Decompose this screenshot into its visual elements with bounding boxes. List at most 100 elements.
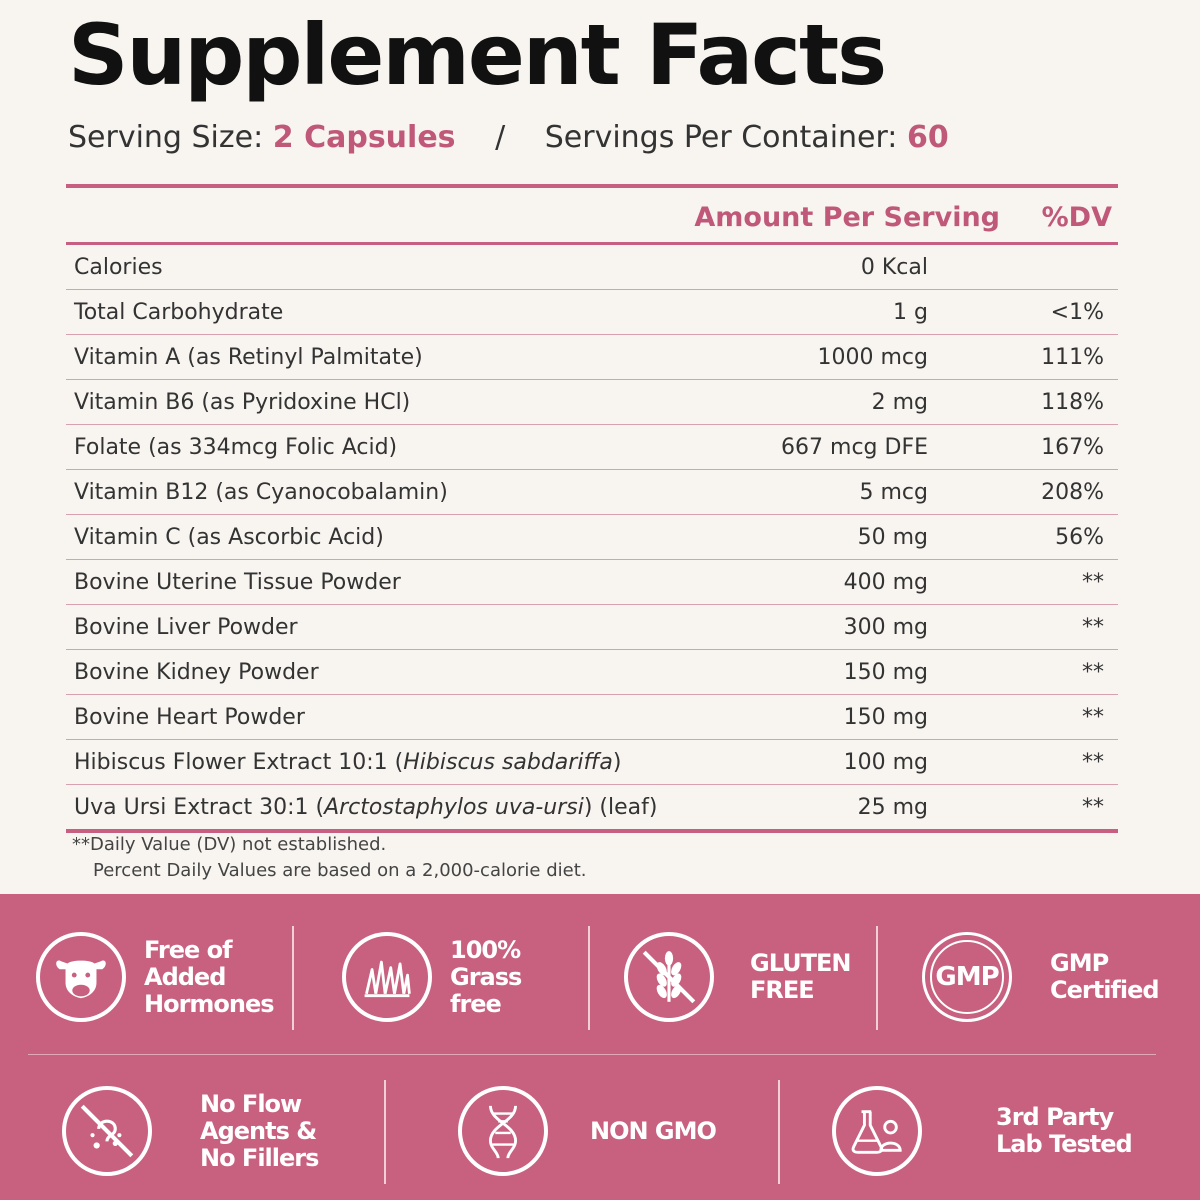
- ingredient-amount: 100 mg: [843, 750, 928, 775]
- ingredient-name-text: Hibiscus Flower Extract 10:1 (: [74, 750, 404, 775]
- ingredient-name: Hibiscus Flower Extract 10:1 (Hibiscus s…: [74, 750, 621, 775]
- ingredient-name: Vitamin C (as Ascorbic Acid): [74, 525, 384, 550]
- ingredient-name: Total Carbohydrate: [74, 300, 283, 325]
- badge-lab-tested: 3rd Party Lab Tested: [832, 1086, 1133, 1176]
- ingredient-name-text: Vitamin A (as Retinyl Palmitate): [74, 345, 423, 370]
- ingredient-dv: 208%: [1041, 480, 1104, 505]
- ingredient-name-text: Uva Ursi Extract 30:1 (: [74, 795, 325, 820]
- ingredient-name: Calories: [74, 255, 163, 280]
- badge-no-flow-agents: No Flow Agents & No Fillers: [62, 1086, 319, 1176]
- no-fillers-icon: [62, 1086, 152, 1176]
- badge-label: GLUTEN FREE: [750, 949, 851, 1004]
- serving-separator: /: [495, 120, 506, 155]
- ingredient-name-tail: ): [612, 750, 622, 775]
- ingredient-name-text: Vitamin C (as Ascorbic Acid): [74, 525, 384, 550]
- ingredient-name: Bovine Liver Powder: [74, 615, 298, 640]
- table-row: Vitamin A (as Retinyl Palmitate) 1000 mcg…: [66, 335, 1118, 380]
- footnote-dv-not-established: **Daily Value (DV) not established.: [72, 834, 387, 855]
- band-divider: [778, 1080, 780, 1184]
- table-row: Bovine Heart Powder 150 mg **: [66, 695, 1118, 740]
- table-row: Bovine Kidney Powder 150 mg **: [66, 650, 1118, 695]
- band-divider-horizontal: [28, 1054, 1156, 1055]
- ingredient-name: Folate (as 334mcg Folic Acid): [74, 435, 397, 460]
- badge-free-of-added-hormones: Free of Added Hormones: [36, 932, 275, 1022]
- ingredient-name-tail: ) (leaf): [583, 795, 658, 820]
- ingredient-amount: 300 mg: [843, 615, 928, 640]
- badge-gluten-free: GLUTEN FREE: [624, 932, 851, 1022]
- footnote: **Daily Value (DV) not established. Perc…: [72, 832, 586, 884]
- ingredient-dv: 118%: [1041, 390, 1104, 415]
- ingredient-amount: 5 mcg: [859, 480, 928, 505]
- footnote-calorie-diet: Percent Daily Values are based on a 2,00…: [93, 860, 587, 881]
- ingredient-amount: 25 mg: [857, 795, 928, 820]
- badge-label: GMP Certified: [1050, 949, 1160, 1004]
- badge-gmp-certified: GMP GMP Certified: [922, 932, 1160, 1022]
- servings-per-container-value: 60: [906, 120, 949, 155]
- ingredient-amount: 667 mcg DFE: [781, 435, 928, 460]
- ingredient-dv: **: [1082, 795, 1104, 820]
- cow-icon: [36, 932, 126, 1022]
- ingredient-amount: 1000 mcg: [817, 345, 928, 370]
- ingredient-amount: 1 g: [893, 300, 928, 325]
- ingredient-dv: 111%: [1041, 345, 1104, 370]
- band-divider: [384, 1080, 386, 1184]
- features-band: Free of Added Hormones 100% Grass free: [0, 894, 1200, 1200]
- ingredient-dv: 167%: [1041, 435, 1104, 460]
- ingredient-name-text: Bovine Uterine Tissue Powder: [74, 570, 401, 595]
- ingredient-name-text: Bovine Heart Powder: [74, 705, 305, 730]
- badge-label: 3rd Party Lab Tested: [996, 1103, 1133, 1158]
- ingredient-amount: 2 mg: [871, 390, 928, 415]
- badge-label: 100% Grass free: [450, 935, 522, 1018]
- servings-per-container-label: Servings Per Container:: [544, 120, 898, 155]
- band-divider: [292, 926, 294, 1030]
- serving-size-value: 2 Capsules: [272, 120, 456, 155]
- ingredient-name-text: Bovine Kidney Powder: [74, 660, 319, 685]
- ingredient-name-text: Calories: [74, 255, 163, 280]
- gmp-icon-text: GMP: [935, 962, 999, 992]
- badge-grass: 100% Grass free: [342, 932, 522, 1022]
- gmp-icon: GMP: [922, 932, 1012, 1022]
- table-row: Uva Ursi Extract 30:1 (Arctostaphylos uv…: [66, 785, 1118, 833]
- grass-icon: [342, 932, 432, 1022]
- ingredient-dv: **: [1082, 660, 1104, 685]
- lab-test-icon: [832, 1086, 922, 1176]
- ingredient-name: Vitamin B6 (as Pyridoxine HCl): [74, 390, 410, 415]
- ingredient-name: Uva Ursi Extract 30:1 (Arctostaphylos uv…: [74, 795, 657, 820]
- ingredient-latin-name: Arctostaphylos uva-ursi: [324, 795, 584, 820]
- serving-size-label: Serving Size:: [68, 120, 264, 155]
- table-row: Bovine Uterine Tissue Powder 400 mg **: [66, 560, 1118, 605]
- ingredient-name-text: Total Carbohydrate: [74, 300, 284, 325]
- table-row: Vitamin B6 (as Pyridoxine HCl) 2 mg 118%: [66, 380, 1118, 425]
- band-divider: [588, 926, 590, 1030]
- badge-label: Free of Added Hormones: [144, 935, 275, 1018]
- ingredient-dv: **: [1082, 570, 1104, 595]
- badge-non-gmo: NON GMO: [458, 1086, 717, 1176]
- table-row: Folate (as 334mcg Folic Acid) 667 mcg DFE…: [66, 425, 1118, 470]
- ingredient-dv: 56%: [1055, 525, 1104, 550]
- band-divider: [876, 926, 878, 1030]
- table-row: Vitamin C (as Ascorbic Acid) 50 mg 56%: [66, 515, 1118, 560]
- ingredient-amount: 0 Kcal: [860, 255, 928, 280]
- table-header: Amount Per Serving %DV: [66, 188, 1118, 245]
- ingredient-name-text: Vitamin B12 (as Cyanocobalamin): [74, 480, 448, 505]
- ingredient-name: Bovine Kidney Powder: [74, 660, 319, 685]
- badge-label: No Flow Agents & No Fillers: [200, 1089, 319, 1172]
- ingredient-name: Vitamin B12 (as Cyanocobalamin): [74, 480, 448, 505]
- header-amount-per-serving: Amount Per Serving: [694, 202, 1000, 233]
- ingredient-amount: 150 mg: [843, 705, 928, 730]
- dna-icon: [458, 1086, 548, 1176]
- ingredient-dv: **: [1082, 750, 1104, 775]
- ingredient-name-text: Vitamin B6 (as Pyridoxine HCl): [74, 390, 411, 415]
- ingredient-name: Vitamin A (as Retinyl Palmitate): [74, 345, 423, 370]
- table-row: Vitamin B12 (as Cyanocobalamin) 5 mcg 208%: [66, 470, 1118, 515]
- serving-info: Serving Size: 2 Capsules / Servings Per …: [68, 120, 949, 155]
- page-title: Supplement Facts: [68, 6, 887, 104]
- ingredient-dv: **: [1082, 705, 1104, 730]
- ingredient-name: Bovine Uterine Tissue Powder: [74, 570, 401, 595]
- ingredient-latin-name: Hibiscus sabdariffa: [403, 750, 613, 775]
- badge-label: NON GMO: [590, 1116, 717, 1145]
- ingredient-amount: 400 mg: [843, 570, 928, 595]
- header-percent-dv: %DV: [1041, 202, 1112, 233]
- ingredient-dv: **: [1082, 615, 1104, 640]
- supplement-facts-table: Amount Per Serving %DV Calories 0 Kcal Tot…: [66, 184, 1118, 833]
